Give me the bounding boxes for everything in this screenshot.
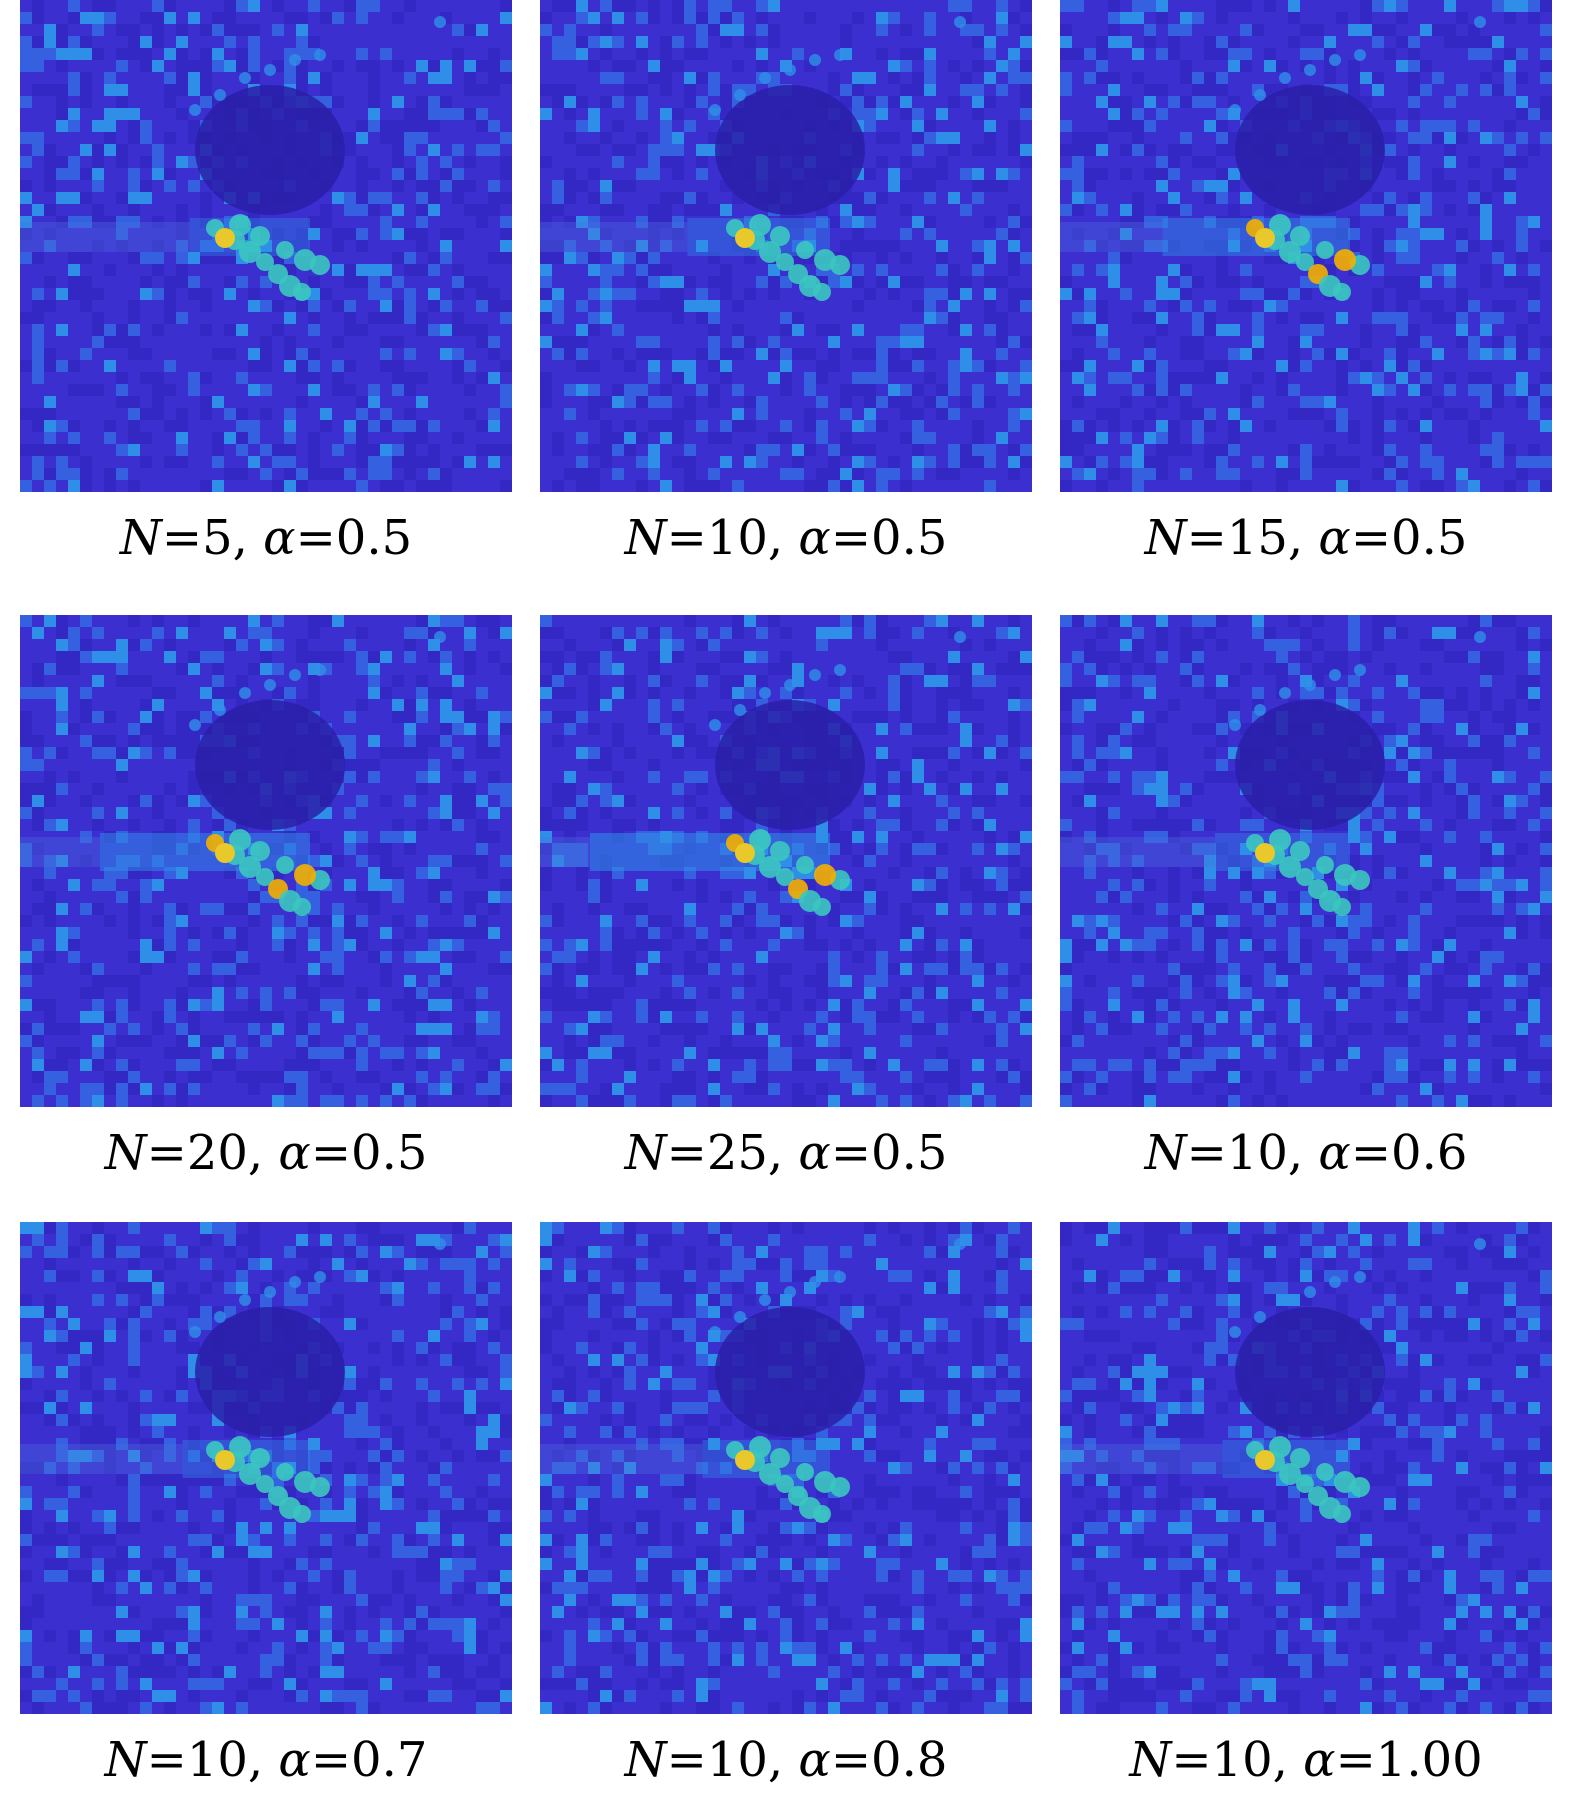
- panel-caption: N=10, α=0.8: [540, 1732, 1032, 1788]
- caption-n-value: 10: [1211, 1732, 1273, 1788]
- caption-alpha-value: 0.5: [871, 1125, 948, 1181]
- caption-separator: ,: [767, 510, 799, 566]
- caption-separator: ,: [1272, 1732, 1304, 1788]
- heatmap-panel: N=5, α=0.5: [20, 0, 512, 566]
- heatmap-image: [1060, 0, 1552, 492]
- caption-alpha-symbol: α: [1303, 1732, 1336, 1788]
- caption-separator: ,: [767, 1732, 799, 1788]
- caption-equals: =: [1186, 1125, 1227, 1181]
- caption-n-symbol: N: [624, 1732, 667, 1788]
- caption-n-value: 15: [1226, 510, 1288, 566]
- caption-alpha-symbol: α: [278, 1732, 311, 1788]
- panel-caption: N=10, α=0.6: [1060, 1125, 1552, 1181]
- caption-alpha-symbol: α: [798, 510, 831, 566]
- caption-alpha-value: 0.6: [1391, 1125, 1468, 1181]
- caption-alpha-value: 0.5: [351, 1125, 428, 1181]
- heatmap-panel: N=10, α=0.5: [540, 0, 1032, 566]
- caption-n-value: 10: [706, 510, 768, 566]
- heatmap-panel: N=25, α=0.5: [540, 615, 1032, 1181]
- panel-caption: N=20, α=0.5: [20, 1125, 512, 1181]
- caption-n-value: 25: [706, 1125, 768, 1181]
- caption-n-value: 10: [1226, 1125, 1288, 1181]
- caption-equals: =: [1171, 1732, 1212, 1788]
- heatmap-image: [20, 0, 512, 492]
- caption-equals: =: [1350, 1125, 1392, 1181]
- caption-n-value: 10: [706, 1732, 768, 1788]
- panel-caption: N=10, α=1.00: [1060, 1732, 1552, 1788]
- caption-alpha-symbol: α: [798, 1732, 831, 1788]
- caption-equals: =: [830, 510, 872, 566]
- caption-n-symbol: N: [119, 510, 162, 566]
- caption-separator: ,: [1287, 1125, 1319, 1181]
- caption-equals: =: [1186, 510, 1227, 566]
- caption-n-value: 20: [186, 1125, 248, 1181]
- caption-equals: =: [666, 1125, 707, 1181]
- caption-separator: ,: [247, 1125, 279, 1181]
- caption-alpha-symbol: α: [278, 1125, 311, 1181]
- caption-n-symbol: N: [1144, 510, 1187, 566]
- caption-equals: =: [1350, 510, 1392, 566]
- caption-n-symbol: N: [1144, 1125, 1187, 1181]
- heatmap-panel: N=20, α=0.5: [20, 615, 512, 1181]
- panel-caption: N=25, α=0.5: [540, 1125, 1032, 1181]
- caption-separator: ,: [1287, 510, 1319, 566]
- caption-separator: ,: [247, 1732, 279, 1788]
- caption-equals: =: [310, 1125, 352, 1181]
- caption-equals: =: [161, 510, 203, 566]
- caption-alpha-symbol: α: [798, 1125, 831, 1181]
- heatmap-image: [1060, 1222, 1552, 1714]
- caption-equals: =: [1335, 1732, 1376, 1788]
- caption-alpha-symbol: α: [1318, 1125, 1351, 1181]
- heatmap-panel: N=10, α=0.8: [540, 1222, 1032, 1788]
- caption-alpha-symbol: α: [1318, 510, 1351, 566]
- caption-alpha-value: 1.00: [1375, 1732, 1483, 1788]
- panel-caption: N=10, α=0.5: [540, 510, 1032, 566]
- heatmap-image: [20, 615, 512, 1107]
- caption-equals: =: [666, 510, 707, 566]
- caption-n-value: 5: [202, 510, 233, 566]
- heatmap-panel: N=15, α=0.5: [1060, 0, 1552, 566]
- panel-caption: N=10, α=0.7: [20, 1732, 512, 1788]
- heatmap-image: [20, 1222, 512, 1714]
- caption-equals: =: [146, 1125, 187, 1181]
- caption-n-value: 10: [186, 1732, 248, 1788]
- caption-alpha-value: 0.8: [871, 1732, 948, 1788]
- caption-alpha-value: 0.5: [335, 510, 413, 566]
- caption-equals: =: [830, 1732, 872, 1788]
- heatmap-panel: N=10, α=0.6: [1060, 615, 1552, 1181]
- caption-equals: =: [146, 1732, 187, 1788]
- caption-alpha-value: 0.5: [1391, 510, 1468, 566]
- heatmap-panel: N=10, α=0.7: [20, 1222, 512, 1788]
- heatmap-image: [540, 0, 1032, 492]
- heatmap-image: [540, 1222, 1032, 1714]
- caption-equals: =: [310, 1732, 352, 1788]
- heatmap-image: [540, 615, 1032, 1107]
- caption-n-symbol: N: [624, 1125, 667, 1181]
- caption-alpha-symbol: α: [263, 510, 296, 566]
- caption-n-symbol: N: [624, 510, 667, 566]
- caption-equals: =: [666, 1732, 707, 1788]
- panel-caption: N=15, α=0.5: [1060, 510, 1552, 566]
- caption-alpha-value: 0.5: [871, 510, 948, 566]
- caption-separator: ,: [767, 1125, 799, 1181]
- caption-separator: ,: [232, 510, 264, 566]
- caption-equals: =: [295, 510, 336, 566]
- caption-n-symbol: N: [104, 1125, 147, 1181]
- caption-equals: =: [830, 1125, 872, 1181]
- caption-alpha-value: 0.7: [351, 1732, 428, 1788]
- heatmap-image: [1060, 615, 1552, 1107]
- caption-n-symbol: N: [1129, 1732, 1172, 1788]
- caption-n-symbol: N: [104, 1732, 147, 1788]
- heatmap-panel: N=10, α=1.00: [1060, 1222, 1552, 1788]
- panel-caption: N=5, α=0.5: [20, 510, 512, 566]
